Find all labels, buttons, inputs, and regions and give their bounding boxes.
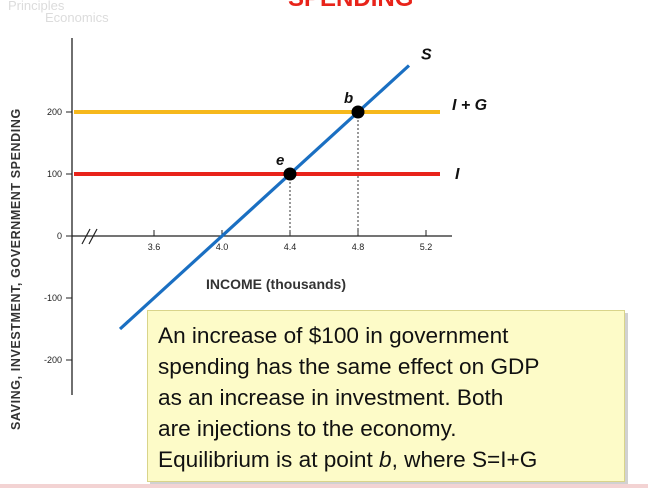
ghost-header-text-1: Principles [8, 0, 65, 13]
y-axis-title: SAVING, INVESTMENT, GOVERNMENT SPENDING [9, 108, 23, 430]
header-title: SPENDING [288, 0, 413, 12]
series-label-saving-line: S [421, 47, 432, 64]
y-tick-label: 100 [47, 169, 62, 179]
footer-rule [0, 484, 648, 488]
point-label-e: e [276, 152, 284, 169]
equilibrium-point-b [351, 105, 365, 119]
x-tick-label: 4.8 [352, 242, 365, 252]
y-tick-label: -200 [44, 355, 62, 365]
ghost-header-text-2: Economics [45, 10, 109, 25]
equilibrium-point-e [283, 167, 297, 181]
x-axis-title: INCOME (thousands) [206, 276, 346, 292]
series-label-investment-line: I [455, 166, 460, 183]
x-tick-label: 3.6 [148, 242, 161, 252]
explanation-note: An increase of $100 in government spendi… [147, 310, 625, 482]
y-tick-label: 0 [57, 231, 62, 241]
note-line-5: Equilibrium is at point b, where S=I+G [158, 444, 614, 475]
note-line-1: An increase of $100 in government [158, 323, 509, 348]
axis-break-mark-1 [81, 228, 91, 245]
y-tick-label: 200 [47, 107, 62, 117]
y-tick-label: -100 [44, 293, 62, 303]
x-tick-label: 5.2 [420, 242, 433, 252]
x-tick-label: 4.4 [284, 242, 297, 252]
note-line-2: spending has the same effect on GDP [158, 354, 540, 379]
point-label-b: b [344, 90, 353, 107]
x-tick-label: 4.0 [216, 242, 229, 252]
note-line-3: as an increase in investment. Both [158, 385, 504, 410]
axis-break-mark-2 [88, 228, 98, 245]
note-line-5-end: , where S=I+G [391, 447, 538, 472]
note-line-5-start: Equilibrium is at point [158, 447, 380, 472]
series-label-i-plus-g-line: I + G [452, 97, 487, 114]
note-point-b: b [379, 447, 392, 472]
note-line-4: are injections to the economy. [158, 416, 457, 441]
